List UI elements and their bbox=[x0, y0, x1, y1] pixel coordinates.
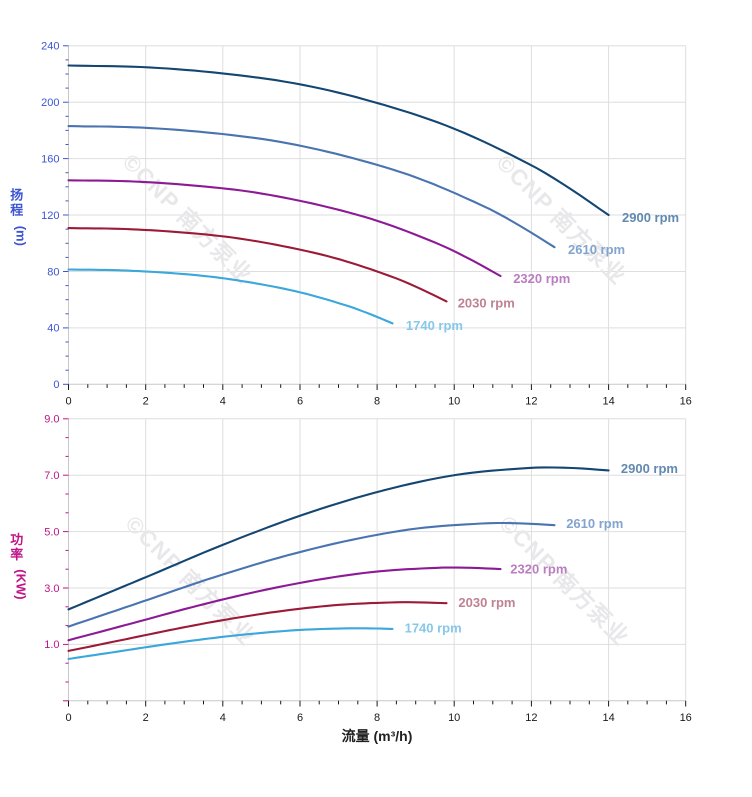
svg-text:16: 16 bbox=[680, 712, 692, 724]
svg-text:9.0: 9.0 bbox=[44, 414, 59, 426]
svg-text:程: 程 bbox=[10, 202, 23, 217]
svg-text:2610 rpm: 2610 rpm bbox=[568, 242, 625, 257]
svg-text:8: 8 bbox=[374, 712, 380, 724]
svg-text:10: 10 bbox=[448, 712, 460, 724]
svg-text:200: 200 bbox=[41, 97, 59, 109]
svg-text:2: 2 bbox=[143, 712, 149, 724]
svg-text:(m): (m) bbox=[14, 226, 29, 246]
svg-text:1740 rpm: 1740 rpm bbox=[406, 318, 463, 333]
svg-text:2610 rpm: 2610 rpm bbox=[566, 516, 623, 531]
svg-text:40: 40 bbox=[47, 323, 59, 335]
svg-text:1.0: 1.0 bbox=[44, 639, 59, 651]
svg-text:2900 rpm: 2900 rpm bbox=[622, 210, 679, 225]
svg-text:2900 rpm: 2900 rpm bbox=[621, 461, 678, 476]
svg-text:2030 rpm: 2030 rpm bbox=[458, 296, 515, 311]
svg-text:12: 12 bbox=[525, 396, 537, 408]
svg-text:7.0: 7.0 bbox=[44, 470, 59, 482]
svg-text:120: 120 bbox=[41, 210, 59, 222]
svg-text:14: 14 bbox=[602, 396, 614, 408]
svg-text:2320 rpm: 2320 rpm bbox=[510, 562, 567, 577]
svg-text:6: 6 bbox=[297, 712, 303, 724]
svg-text:6: 6 bbox=[297, 396, 303, 408]
svg-text:160: 160 bbox=[41, 153, 59, 165]
svg-text:0: 0 bbox=[65, 396, 71, 408]
svg-text:12: 12 bbox=[525, 712, 537, 724]
svg-text:2030 rpm: 2030 rpm bbox=[458, 595, 515, 610]
svg-text:扬: 扬 bbox=[10, 188, 23, 203]
svg-text:16: 16 bbox=[680, 396, 692, 408]
svg-text:10: 10 bbox=[448, 396, 460, 408]
svg-text:2: 2 bbox=[143, 396, 149, 408]
svg-text:0: 0 bbox=[53, 379, 59, 391]
svg-text:2320 rpm: 2320 rpm bbox=[513, 271, 570, 286]
svg-text:0: 0 bbox=[65, 712, 71, 724]
svg-text:率: 率 bbox=[10, 547, 23, 562]
svg-text:14: 14 bbox=[602, 712, 614, 724]
svg-text:3.0: 3.0 bbox=[44, 583, 59, 595]
svg-text:4: 4 bbox=[220, 712, 226, 724]
svg-text:流量 (m³/h): 流量 (m³/h) bbox=[342, 728, 413, 744]
svg-text:1740 rpm: 1740 rpm bbox=[405, 620, 462, 635]
svg-text:4: 4 bbox=[220, 396, 226, 408]
svg-text:功: 功 bbox=[10, 532, 23, 547]
svg-text:(KW): (KW) bbox=[14, 569, 29, 599]
svg-text:240: 240 bbox=[41, 41, 59, 53]
svg-text:80: 80 bbox=[47, 266, 59, 278]
svg-text:5.0: 5.0 bbox=[44, 526, 59, 538]
svg-text:8: 8 bbox=[374, 396, 380, 408]
